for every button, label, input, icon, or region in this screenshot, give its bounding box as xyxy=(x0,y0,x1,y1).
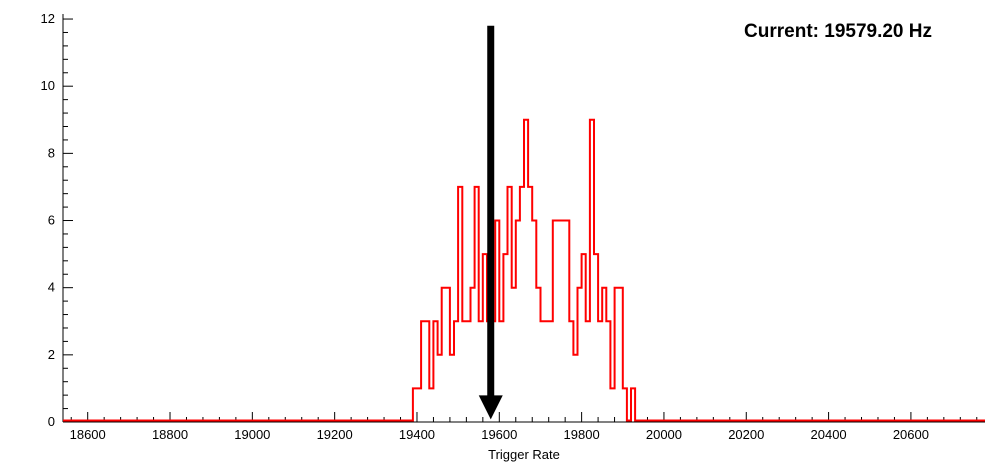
plot-layer: 18600 18800 19000 19200 19400 19600 19800 20000… xyxy=(41,11,985,442)
x-tick-label: 19400 xyxy=(399,427,435,442)
x-tick-label: 19200 xyxy=(317,427,353,442)
x-tick-label: 19800 xyxy=(564,427,600,442)
y-tick-label: 12 xyxy=(41,11,55,26)
y-tick-label: 8 xyxy=(48,145,55,160)
x-tick-label: 19600 xyxy=(481,427,517,442)
x-tick-label: 18600 xyxy=(70,427,106,442)
x-tick-label: 20600 xyxy=(893,427,929,442)
current-value-label: Current: 19579.20 Hz xyxy=(744,21,932,42)
histogram-series xyxy=(63,118,985,422)
y-tick-label: 6 xyxy=(48,213,55,228)
y-tick-label: 4 xyxy=(48,280,55,295)
x-tick-label: 20000 xyxy=(646,427,682,442)
current-arrow-head xyxy=(478,395,503,420)
x-tick-label: 20200 xyxy=(728,427,764,442)
y-tick-label: 10 xyxy=(41,78,55,93)
y-tick-label: 2 xyxy=(48,347,55,362)
x-tick-label: 18800 xyxy=(152,427,188,442)
x-axis-title: Trigger Rate xyxy=(488,447,560,462)
y-tick-label: 0 xyxy=(48,414,55,429)
x-tick-label: 19000 xyxy=(234,427,270,442)
x-tick-label: 20400 xyxy=(811,427,847,442)
